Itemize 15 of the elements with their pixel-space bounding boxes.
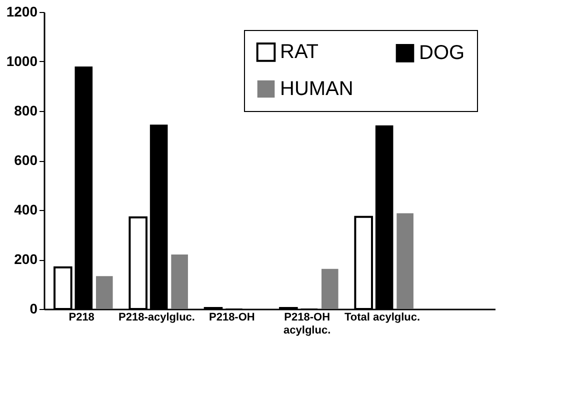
x-tick-label: P218-OH — [208, 312, 255, 324]
y-tick-label: 800 — [14, 102, 38, 118]
legend-label: HUMAN — [280, 78, 354, 100]
y-tick-label: 1000 — [6, 53, 38, 69]
x-tick-label: P218-acylgluc. — [118, 312, 195, 324]
y-tick-label: 200 — [14, 251, 38, 267]
y-tick-label: 1200 — [6, 4, 38, 20]
x-tick-label: Total acylgluc. — [344, 312, 420, 324]
y-tick-label: 600 — [14, 152, 38, 168]
x-tick-label: P218 — [68, 312, 94, 324]
legend-label: DOG — [419, 42, 465, 64]
y-tick-label: 0 — [30, 300, 38, 316]
legend-label: RAT — [280, 41, 319, 64]
y-tick-label: 400 — [14, 202, 38, 218]
x-tick-label: P218-OH acylgluc. — [284, 312, 331, 336]
